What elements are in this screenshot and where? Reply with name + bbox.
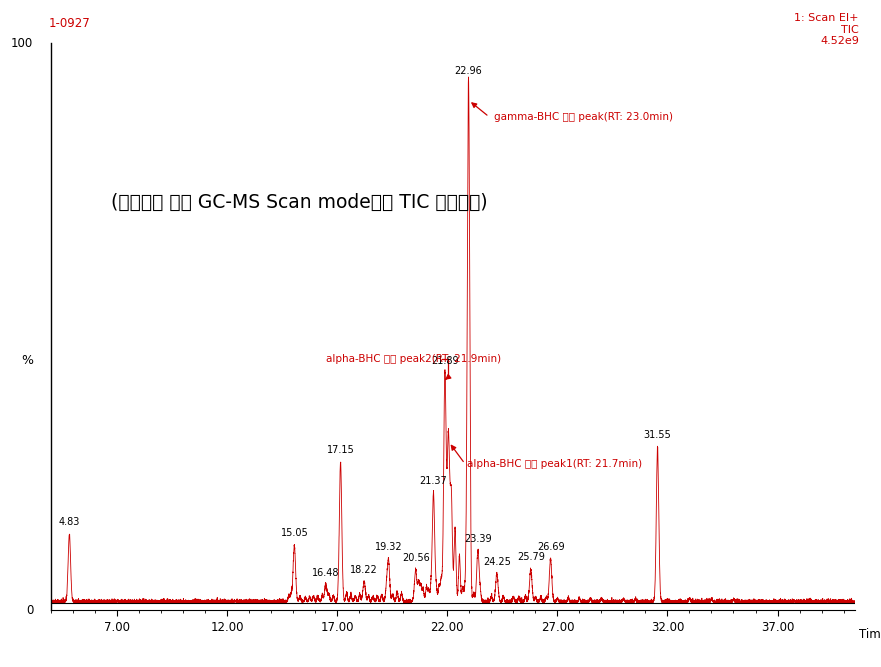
Text: 24.25: 24.25 xyxy=(483,558,511,568)
Text: 19.32: 19.32 xyxy=(374,542,402,552)
Text: 0: 0 xyxy=(26,604,33,617)
Text: (항부자에 대한 GC-MS Scan mode에서 TIC 분석결과): (항부자에 대한 GC-MS Scan mode에서 TIC 분석결과) xyxy=(111,193,488,211)
Text: 17.15: 17.15 xyxy=(327,446,354,456)
Text: 23.39: 23.39 xyxy=(464,534,492,544)
Text: alpha-BHC 의심 peak1(RT: 21.7min): alpha-BHC 의심 peak1(RT: 21.7min) xyxy=(467,459,642,469)
Text: TIC: TIC xyxy=(841,25,859,35)
Text: 16.48: 16.48 xyxy=(312,568,339,578)
Text: 25.79: 25.79 xyxy=(517,552,544,562)
Text: 1: Scan EI+: 1: Scan EI+ xyxy=(795,13,859,23)
Text: 18.22: 18.22 xyxy=(351,564,378,574)
Text: 1-0927: 1-0927 xyxy=(48,17,90,29)
Text: 20.56: 20.56 xyxy=(402,553,430,563)
Text: 4.52e9: 4.52e9 xyxy=(820,36,859,46)
Text: 22.96: 22.96 xyxy=(455,67,482,77)
Text: Time: Time xyxy=(859,628,881,640)
Text: 26.69: 26.69 xyxy=(537,542,565,552)
Text: 31.55: 31.55 xyxy=(644,430,671,440)
Text: 100: 100 xyxy=(11,37,33,50)
Text: 21.37: 21.37 xyxy=(419,476,448,486)
Text: 21.89: 21.89 xyxy=(431,356,459,366)
Text: gamma-BHC 의심 peak(RT: 23.0min): gamma-BHC 의심 peak(RT: 23.0min) xyxy=(493,112,672,122)
Text: %: % xyxy=(21,354,33,368)
Text: 4.83: 4.83 xyxy=(59,517,80,527)
Text: 15.05: 15.05 xyxy=(280,528,308,538)
Text: alpha-BHC 의심 peak2(RT: 21.9min): alpha-BHC 의심 peak2(RT: 21.9min) xyxy=(326,354,501,364)
